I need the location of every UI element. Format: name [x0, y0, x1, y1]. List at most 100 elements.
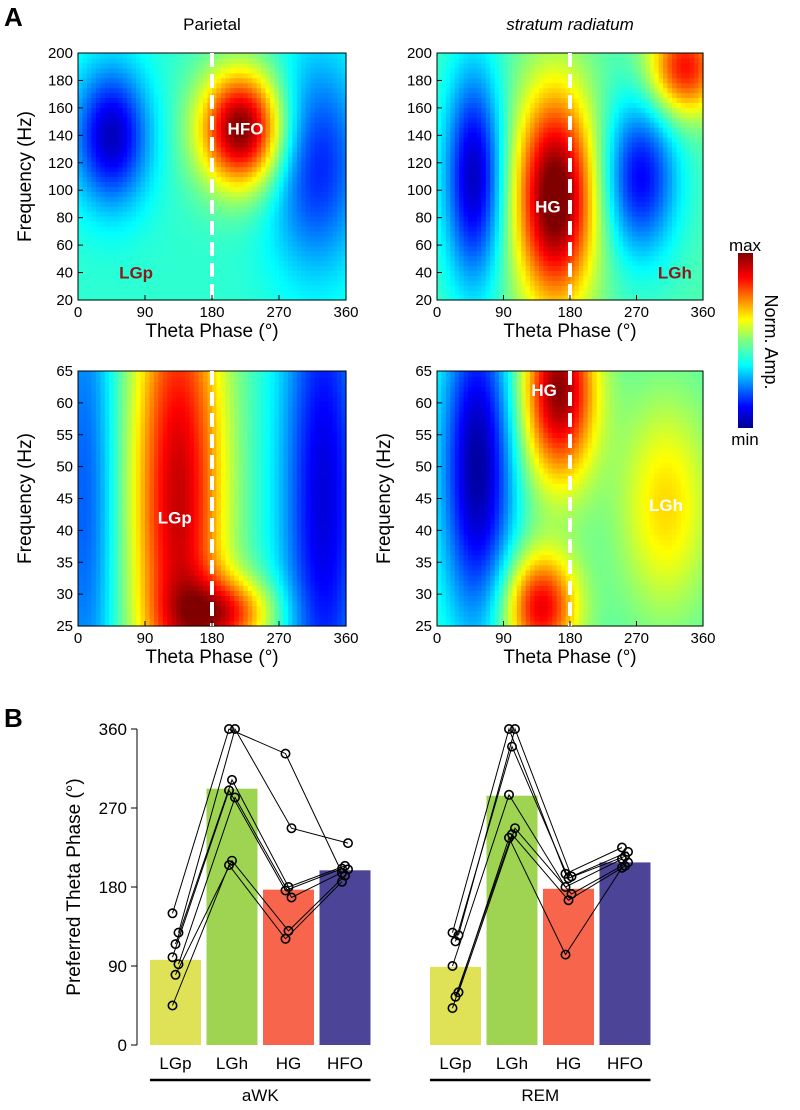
heatmap-cell [256, 285, 262, 291]
heatmap-cell [437, 181, 443, 187]
heatmap-cell [86, 171, 92, 178]
heatmap-cell [220, 270, 226, 276]
heatmap-cell [547, 102, 553, 108]
heatmap-cell [261, 196, 267, 202]
heatmap-cell [468, 156, 474, 163]
heatmap-cell [265, 191, 271, 197]
heatmap-cell [252, 245, 258, 252]
heatmap-cell [100, 87, 106, 94]
heatmap-cell [499, 196, 505, 202]
heatmap-cell [552, 62, 558, 69]
heatmap-cell [216, 176, 222, 183]
heatmap-cell [538, 290, 544, 296]
heatmap-cell [450, 132, 456, 138]
heatmap-cell [587, 127, 593, 133]
heatmap-cell [319, 280, 325, 286]
heatmap-cell [176, 127, 182, 133]
heatmap-cell [136, 122, 142, 128]
heatmap-cell [574, 270, 580, 276]
heatmap-cell [512, 161, 518, 168]
heatmap-cell [305, 255, 311, 262]
heatmap-cell [220, 156, 226, 163]
heatmap-cell [238, 245, 244, 252]
heatmap-cell [583, 181, 589, 187]
heatmap-cell [512, 196, 518, 202]
heatmap-cell [561, 122, 567, 128]
heatmap-cell [274, 245, 280, 252]
heatmap-cell [605, 295, 611, 301]
heatmap-cell [552, 260, 558, 267]
heatmap-cell [337, 87, 343, 94]
heatmap-cell [485, 220, 491, 227]
heatmap-cell [481, 166, 487, 173]
heatmap-cell [140, 77, 146, 84]
heatmap-cell [140, 196, 146, 202]
heatmap-cell [341, 225, 347, 232]
heatmap-cell [212, 141, 218, 148]
heatmap-cell [454, 136, 460, 143]
heatmap-cell [601, 146, 607, 153]
heatmap-cell [131, 245, 137, 252]
heatmap-cell [100, 260, 106, 267]
heatmap-cell [552, 82, 558, 89]
heatmap-cell [332, 77, 338, 84]
heatmap-cell [82, 196, 88, 202]
heatmap-cell [445, 240, 451, 247]
heatmap-cell [198, 295, 204, 301]
heatmap-cell [341, 117, 347, 123]
heatmap-cell [337, 186, 343, 192]
heatmap-cell [292, 53, 298, 59]
heatmap-cell [185, 211, 191, 217]
heatmap-cell [601, 275, 607, 281]
heatmap-cell [556, 206, 562, 212]
heatmap-cell [481, 107, 487, 113]
heatmap-cell [100, 290, 106, 296]
heatmap-cell [274, 132, 280, 138]
heatmap-cell [525, 57, 531, 64]
heatmap-cell [229, 240, 235, 247]
heatmap-cell [454, 275, 460, 281]
heatmap-cell [270, 102, 276, 108]
heatmap-cell [481, 235, 487, 242]
heatmap-cell [203, 206, 209, 212]
heatmap-cell [534, 53, 540, 59]
heatmap-cell [521, 57, 527, 64]
heatmap-cell [225, 211, 231, 217]
heatmap-cell [534, 97, 540, 103]
heatmap-cell [450, 151, 456, 158]
heatmap-cell [261, 285, 267, 291]
heatmap-cell [481, 97, 487, 103]
heatmap-cell [247, 72, 253, 79]
heatmap-cell [450, 146, 456, 153]
heatmap-cell [328, 92, 334, 99]
heatmap-cell [437, 260, 443, 267]
heatmap-cell [243, 196, 249, 202]
heatmap-cell [167, 57, 173, 64]
heatmap-cell [310, 166, 316, 173]
heatmap-cell [516, 255, 522, 262]
heatmap-cell [256, 275, 262, 281]
heatmap-cell [127, 107, 133, 113]
heatmap-cell [234, 127, 240, 133]
heatmap-cell [472, 290, 478, 296]
heatmap-cell [189, 166, 195, 173]
heatmap-cell [189, 102, 195, 108]
heatmap-cell [578, 62, 584, 69]
heatmap-cell [583, 77, 589, 84]
heatmap-cell [149, 72, 155, 79]
heatmap-cell [485, 53, 491, 59]
heatmap-cell [238, 62, 244, 69]
heatmap-cell [561, 156, 567, 163]
heatmap-cell [552, 181, 558, 187]
heatmap-cell [459, 92, 465, 99]
heatmap-cell [507, 87, 513, 94]
heatmap-cell [122, 275, 128, 281]
heatmap-cell [136, 290, 142, 296]
heatmap-cell [113, 225, 119, 232]
heatmap-cell [158, 72, 164, 79]
heatmap-cell [274, 290, 280, 296]
heatmap-cell [158, 206, 164, 212]
heatmap-cell [86, 250, 92, 257]
heatmap-cell [332, 265, 338, 271]
heatmap-cell [109, 196, 115, 202]
